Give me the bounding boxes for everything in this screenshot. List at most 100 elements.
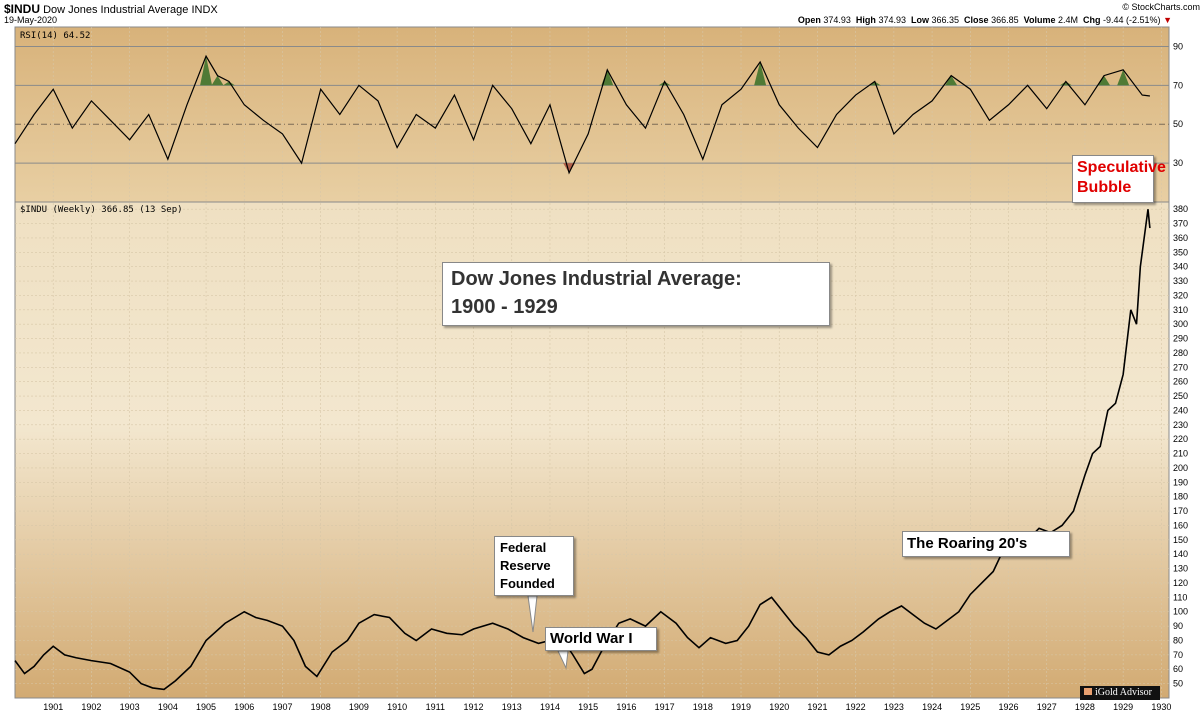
close-value: 366.85 — [991, 15, 1019, 25]
price-tick-label: 220 — [1173, 434, 1188, 444]
x-tick-label: 1926 — [998, 702, 1018, 712]
price-tick-label: 300 — [1173, 319, 1188, 329]
x-tick-label: 1911 — [426, 702, 445, 712]
price-tick-label: 380 — [1173, 204, 1188, 214]
down-arrow-icon: ▼ — [1163, 15, 1172, 25]
price-y-axis: 50 60 70 80 90 100 110 120 130 140 150 160 170 180 190… — [1173, 204, 1188, 688]
logo-text: iGold Advisor — [1095, 687, 1152, 698]
title-line-2: 1900 - 1929 — [451, 296, 558, 318]
price-tick-label: 80 — [1173, 635, 1183, 645]
price-tick-label: 170 — [1173, 506, 1188, 516]
x-tick-label: 1919 — [731, 702, 751, 712]
fed-callout-pointer — [527, 595, 538, 633]
price-tick-label: 90 — [1173, 621, 1183, 631]
rsi-overbought-fill — [222, 81, 235, 86]
price-tick-label: 150 — [1173, 535, 1188, 545]
x-tick-label: 1925 — [960, 702, 980, 712]
rsi-overbought-fill — [945, 75, 958, 86]
price-tick-label: 320 — [1173, 290, 1188, 300]
fed-line-1: Federal — [500, 540, 547, 555]
x-tick-label: 1920 — [769, 702, 789, 712]
x-tick-label: 1907 — [272, 702, 292, 712]
ohlc-readout: Open 374.93 High 374.93 Low 366.35 Close… — [798, 15, 1172, 25]
x-tick-label: 1917 — [655, 702, 675, 712]
rsi-tick-label: 90 — [1173, 41, 1183, 51]
price-tick-label: 350 — [1173, 247, 1188, 257]
igold-logo: iGold Advisor — [1080, 686, 1160, 700]
price-tick-label: 210 — [1173, 449, 1188, 459]
chart-header-title: $INDU Dow Jones Industrial Average INDX — [4, 2, 218, 16]
volume-value: 2.4M — [1057, 15, 1078, 25]
price-tick-label: 110 — [1173, 592, 1187, 602]
x-tick-label: 1914 — [540, 702, 560, 712]
price-tick-label: 190 — [1173, 477, 1188, 487]
price-tick-label: 240 — [1173, 405, 1188, 415]
rsi-tick-label: 30 — [1173, 158, 1183, 168]
chart-title-annotation: Dow Jones Industrial Average: 1900 - 192… — [442, 262, 830, 326]
price-tick-label: 160 — [1173, 520, 1188, 530]
x-tick-label: 1904 — [158, 702, 178, 712]
grid-lines — [15, 27, 1169, 698]
x-tick-label: 1924 — [922, 702, 942, 712]
ww1-callout-pointer — [557, 650, 569, 670]
open-value: 374.93 — [823, 15, 851, 25]
x-tick-label: 1901 — [43, 702, 63, 712]
rsi-line — [14, 54, 1150, 175]
price-tick-label: 70 — [1173, 650, 1183, 660]
ww1-annotation: World War I — [545, 627, 657, 651]
price-tick-label: 330 — [1173, 276, 1188, 286]
x-tick-label: 1905 — [196, 702, 216, 712]
x-tick-label: 1929 — [1113, 702, 1133, 712]
price-legend: $INDU (Weekly) 366.85 (13 Sep) — [20, 205, 183, 215]
low-label: Low — [910, 15, 929, 25]
x-tick-label: 1910 — [387, 702, 407, 712]
x-tick-label: 1928 — [1075, 702, 1095, 712]
x-tick-label: 1909 — [349, 702, 369, 712]
x-tick-label: 1918 — [693, 702, 713, 712]
fed-line-2: Reserve — [500, 558, 551, 573]
price-tick-label: 130 — [1173, 564, 1188, 574]
price-tick-label: 140 — [1173, 549, 1188, 559]
x-tick-label: 1915 — [578, 702, 598, 712]
rsi-overbought-fill — [211, 75, 224, 86]
price-tick-label: 120 — [1173, 578, 1188, 588]
price-tick-label: 200 — [1173, 463, 1188, 473]
rsi-overbought-fill — [658, 81, 671, 86]
source-label[interactable]: © StockCharts.com — [1122, 2, 1200, 12]
volume-label: Volume — [1023, 15, 1056, 25]
index-name: Dow Jones Industrial Average — [43, 4, 189, 16]
x-tick-label: 1908 — [311, 702, 331, 712]
x-tick-label: 1923 — [884, 702, 904, 712]
chart-date: 19-May-2020 — [4, 15, 58, 25]
price-tick-label: 360 — [1173, 233, 1188, 243]
bubble-line-2: Bubble — [1077, 179, 1132, 196]
rsi-overbought-fill — [754, 62, 767, 86]
price-tick-label: 290 — [1173, 334, 1188, 344]
close-label: Close — [964, 15, 989, 25]
high-label: High — [855, 15, 876, 25]
rsi-overbought-fill — [1098, 75, 1111, 86]
price-tick-label: 370 — [1173, 219, 1188, 229]
chg-value: -9.44 (-2.51%) — [1103, 15, 1161, 25]
price-tick-label: 310 — [1173, 305, 1188, 315]
x-tick-label: 1930 — [1151, 702, 1171, 712]
high-value: 374.93 — [878, 15, 906, 25]
price-tick-label: 260 — [1173, 377, 1188, 387]
price-tick-label: 50 — [1173, 679, 1183, 689]
rsi-tick-label: 50 — [1173, 119, 1183, 129]
low-value: 366.35 — [931, 15, 960, 25]
price-tick-label: 280 — [1173, 348, 1188, 358]
price-tick-label: 180 — [1173, 492, 1188, 502]
fed-annotation: Federal Reserve Founded — [494, 536, 574, 596]
rsi-overbought-fill — [868, 81, 881, 86]
x-tick-label: 1902 — [81, 702, 101, 712]
roaring-annotation: The Roaring 20's — [902, 531, 1070, 557]
x-tick-label: 1912 — [464, 702, 484, 712]
price-tick-label: 100 — [1173, 607, 1188, 617]
rsi-overbought-fill — [200, 56, 213, 86]
x-axis: 1901 1902 1903 1904 1905 1906 1907 1908 1909 1910… — [43, 702, 1171, 712]
exchange-label: INDX — [191, 4, 218, 16]
rsi-chart — [14, 45, 1169, 175]
x-tick-label: 1913 — [502, 702, 522, 712]
